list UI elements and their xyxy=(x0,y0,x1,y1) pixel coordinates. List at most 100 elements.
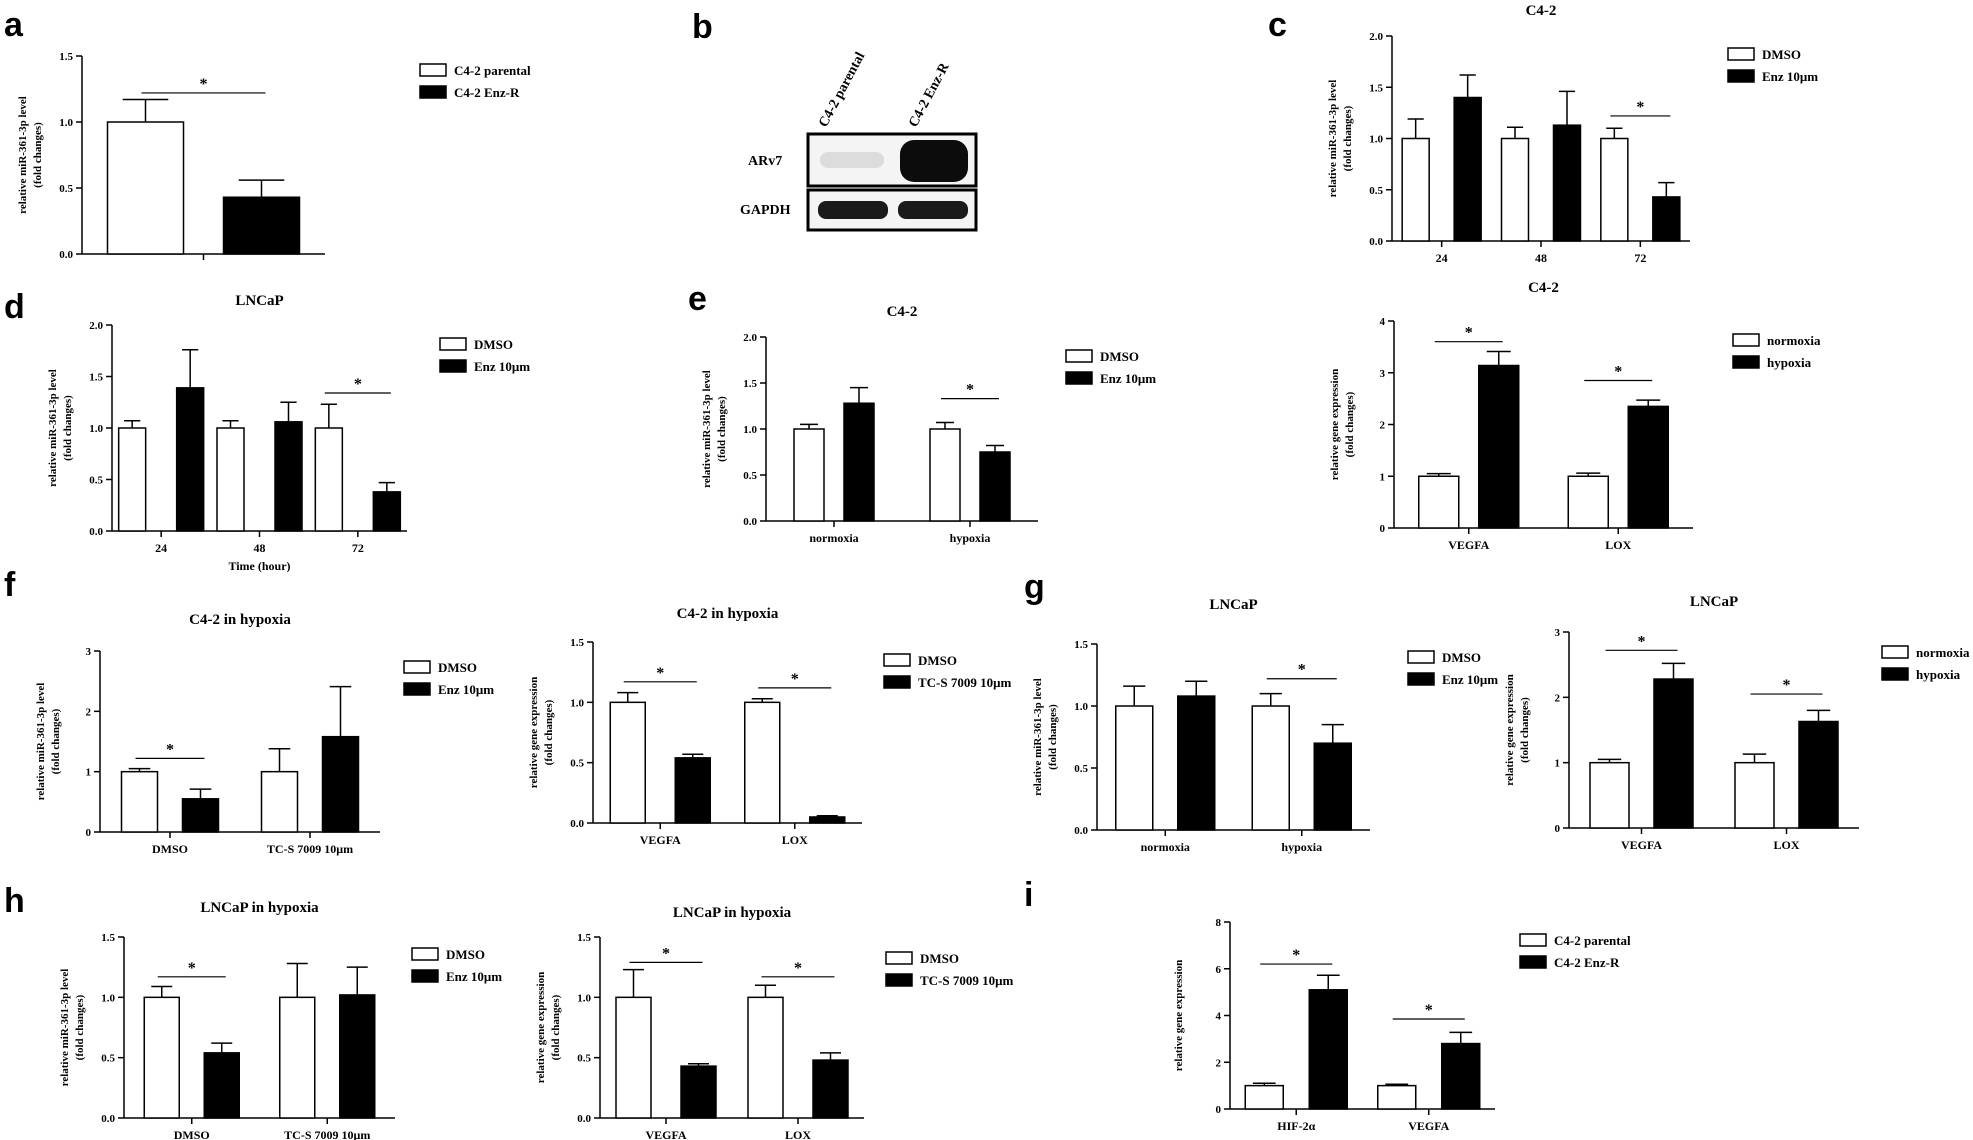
x-tick-label: normoxia xyxy=(1141,840,1190,854)
x-tick-label: HIF-2α xyxy=(1277,1119,1315,1133)
bar xyxy=(1313,742,1352,831)
chart-h2: 0.0 0.5 1.0 1.5 relative gene expression (fol… xyxy=(535,905,1013,1140)
x-tick-label: 48 xyxy=(254,541,266,555)
x-tick-label: hypoxia xyxy=(1281,840,1322,854)
panel-letter-b: b xyxy=(692,8,713,46)
y-tick-label: 0.5 xyxy=(59,183,73,195)
legend: DMSO Enz 10μm xyxy=(1727,47,1818,84)
x-tick-label: LOX xyxy=(1773,838,1799,852)
y-tick-label: 0 xyxy=(86,827,92,839)
y-tick-label: 4 xyxy=(1380,316,1386,328)
y-tick-label: 0.0 xyxy=(1369,236,1383,248)
y-tick-label: 1.0 xyxy=(1369,134,1383,146)
y-tick-label: 2 xyxy=(1555,692,1561,704)
panel-letter-e: e xyxy=(688,280,707,318)
y-tick-label: 0.5 xyxy=(743,470,757,482)
bar xyxy=(1251,705,1290,831)
x-tick-label: DMSO xyxy=(174,1128,210,1140)
legend-label: Enz 10μm xyxy=(1100,371,1156,386)
y-tick-label: 1.5 xyxy=(1369,82,1383,94)
y-axis-label: relative miR-361-3p level (fold changes) xyxy=(1327,80,1354,198)
y-axis-label-line: (fold changes) xyxy=(550,994,562,1060)
x-axis-label: Time (hour) xyxy=(228,559,290,573)
chart-title: C4-2 xyxy=(1528,280,1559,296)
bar xyxy=(260,770,299,833)
y-tick-label: 0 xyxy=(1380,523,1386,535)
bar xyxy=(203,1052,240,1119)
y-tick-label: 1 xyxy=(1380,471,1386,483)
y-axis-label: relative miR-361-3p level (fold changes) xyxy=(17,96,44,214)
bar xyxy=(744,701,781,824)
bar xyxy=(609,701,646,824)
chart-d: 0.0 0.5 1.0 1.5 2.0 relative miR-361-3p level… xyxy=(47,293,530,573)
legend-label: TC-S 7009 10μm xyxy=(920,973,1013,988)
western-blot: C4-2 parental C4-2 Enz-R ARv7 GAPDH xyxy=(740,50,978,232)
y-tick-label: 0.5 xyxy=(1369,185,1383,197)
panel-letter-a: a xyxy=(4,6,24,44)
y-tick-label: 0.0 xyxy=(577,1113,591,1125)
chart-title: C4-2 in hypoxia xyxy=(189,612,291,628)
y-tick-label: 1 xyxy=(86,767,92,779)
significance-star: * xyxy=(794,960,802,977)
y-tick-label: 2 xyxy=(1380,420,1386,432)
significance-star: * xyxy=(1465,325,1473,342)
y-tick-label: 1.5 xyxy=(570,637,584,649)
bar xyxy=(314,427,344,532)
y-tick-label: 1.0 xyxy=(1074,701,1088,713)
legend-label: Enz 10μm xyxy=(1762,69,1818,84)
bar xyxy=(1418,475,1460,529)
y-tick-label: 0.0 xyxy=(59,249,73,261)
bar xyxy=(216,427,245,532)
y-tick-label: 0.0 xyxy=(743,516,757,528)
panel-letter-f: f xyxy=(4,566,16,604)
legend-label: DMSO xyxy=(1762,47,1801,62)
bar xyxy=(929,428,961,522)
y-tick-label: 3 xyxy=(1555,627,1561,639)
legend-swatch xyxy=(1727,47,1755,61)
legend: normoxia hypoxia xyxy=(1881,645,1970,682)
y-axis-label: relative gene expression (fold changes) xyxy=(535,972,562,1083)
significance-star: * xyxy=(1298,662,1306,679)
y-axis-label-line: relative gene expression xyxy=(535,972,547,1083)
y-axis-label-line: relative miR-361-3p level xyxy=(701,370,713,488)
legend-swatch xyxy=(1881,645,1909,659)
legend-label: DMSO xyxy=(1442,650,1481,665)
x-tick-label: 72 xyxy=(1634,251,1646,265)
x-tick-label: 72 xyxy=(352,541,364,555)
y-axis-label-line: relative gene expression xyxy=(528,677,540,788)
x-tick-label: 24 xyxy=(1436,251,1448,265)
bar xyxy=(843,402,875,522)
y-axis-label-line: relative gene expression xyxy=(1504,674,1516,785)
y-axis-label-line: relative miR-361-3p level xyxy=(1327,80,1339,198)
legend-swatch xyxy=(1727,69,1755,83)
bar xyxy=(793,428,825,522)
y-tick-label: 1.0 xyxy=(59,117,73,129)
legend: DMSO Enz 10μm xyxy=(1407,650,1498,687)
y-axis-label-line: relative miR-361-3p level xyxy=(35,683,47,801)
y-axis-label: relative gene expression xyxy=(1173,960,1185,1071)
y-tick-label: 2.0 xyxy=(743,332,757,344)
chart-a: 0.0 0.5 1.0 1.5 relative miR-361-3p level (fo… xyxy=(17,51,531,261)
legend: DMSO Enz 10μm xyxy=(1065,349,1156,386)
panel-letter-g: g xyxy=(1024,568,1045,606)
legend: DMSO TC-S 7009 10μm xyxy=(885,951,1013,988)
x-tick-label: VEGFA xyxy=(1621,838,1662,852)
x-tick-label: TC-S 7009 10μm xyxy=(267,842,353,856)
y-axis-label-line: relative gene expression xyxy=(1329,369,1341,480)
y-axis-label: relative gene expression (fold changes) xyxy=(528,677,555,788)
bar xyxy=(809,816,846,824)
legend-label: Enz 10μm xyxy=(446,969,502,984)
legend-swatch xyxy=(885,951,913,965)
panel-letter-h: h xyxy=(4,882,25,920)
y-tick-label: 1.0 xyxy=(570,697,584,709)
blot-gapdh-band-parental xyxy=(818,201,888,219)
bar xyxy=(181,798,220,833)
bar xyxy=(1734,761,1775,829)
blot-arv7-band-enzr xyxy=(900,140,968,182)
x-tick-label: VEGFA xyxy=(645,1128,686,1140)
y-axis-label-line: (fold changes) xyxy=(62,395,74,461)
y-axis-label-line: (fold changes) xyxy=(1047,704,1059,770)
legend-label: TC-S 7009 10μm xyxy=(918,675,1011,690)
bar xyxy=(1567,475,1609,529)
chart-title: LNCaP xyxy=(1209,597,1257,613)
